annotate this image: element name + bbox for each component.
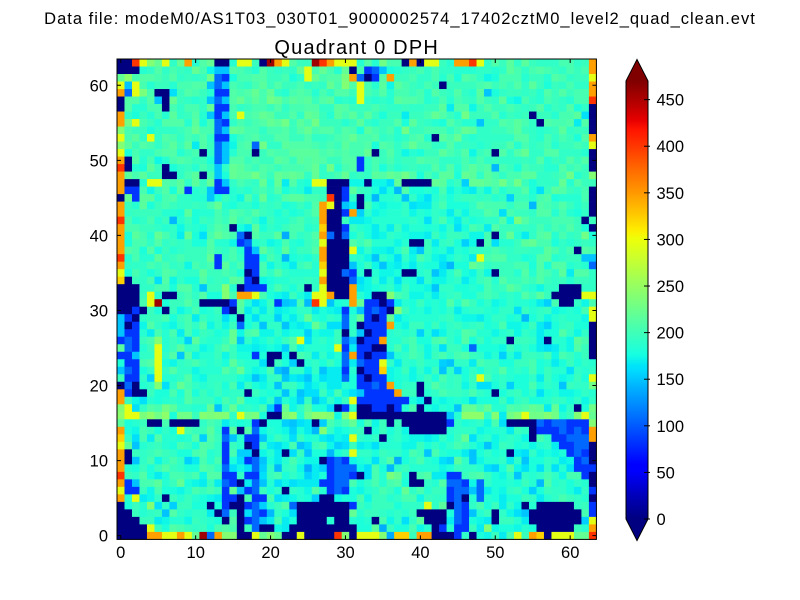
svg-text:10: 10 [90, 453, 108, 471]
svg-text:50: 50 [90, 152, 108, 170]
svg-text:450: 450 [657, 92, 685, 110]
svg-text:Data file: modeM0/AS1T03_030T0: Data file: modeM0/AS1T03_030T01_90000025… [44, 10, 756, 28]
svg-text:20: 20 [261, 544, 279, 562]
svg-text:350: 350 [657, 185, 685, 203]
svg-text:50: 50 [486, 544, 504, 562]
svg-text:0: 0 [657, 511, 666, 529]
svg-text:50: 50 [657, 464, 675, 482]
svg-text:40: 40 [90, 227, 108, 245]
svg-text:200: 200 [657, 325, 685, 343]
svg-text:30: 30 [90, 303, 108, 321]
svg-text:150: 150 [657, 371, 685, 389]
svg-text:60: 60 [90, 77, 108, 95]
svg-text:0: 0 [99, 528, 108, 546]
svg-text:400: 400 [657, 138, 685, 156]
svg-text:10: 10 [187, 544, 205, 562]
svg-text:250: 250 [657, 278, 685, 296]
svg-text:0: 0 [116, 544, 125, 562]
svg-text:30: 30 [336, 544, 354, 562]
svg-text:40: 40 [411, 544, 429, 562]
svg-text:20: 20 [90, 378, 108, 396]
svg-text:Quadrant 0 DPH: Quadrant 0 DPH [274, 37, 439, 59]
svg-text:100: 100 [657, 418, 685, 436]
svg-text:60: 60 [561, 544, 579, 562]
svg-text:300: 300 [657, 231, 685, 249]
